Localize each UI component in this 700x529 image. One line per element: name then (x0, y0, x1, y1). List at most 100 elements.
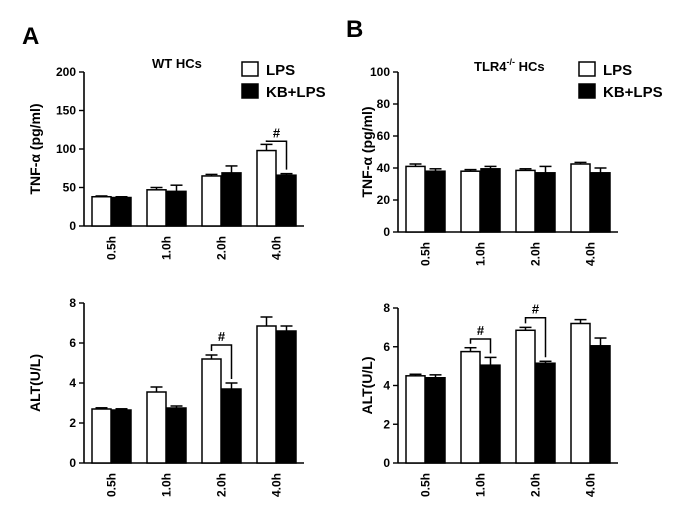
legend-swatch (578, 61, 596, 77)
bar-kb-lps (425, 170, 446, 233)
significance-mark: # (532, 302, 540, 317)
bar-kb-lps (111, 409, 132, 464)
y-tick-label: 4 (69, 376, 76, 390)
x-tick-label: 2.0h (215, 236, 229, 260)
y-axis-title: ALT(U/L) (359, 356, 375, 414)
y-axis-title: ALT(U/L) (27, 354, 43, 412)
x-tick-label: 2.0h (529, 242, 543, 266)
y-tick-label: 100 (370, 65, 390, 79)
significance-mark: # (218, 329, 226, 344)
chart-title-suffix: HCs (515, 59, 545, 74)
y-tick-label: 0 (383, 456, 390, 470)
chart-title: TLR4-/- HCs (474, 57, 545, 74)
chart-A-bottom: 0 2 4 6 8 ALT(U/L) 0.5h 1.0h 2.0h 4.0h # (27, 296, 304, 497)
x-tick-label: 1.0h (474, 242, 488, 266)
significance-mark: # (477, 323, 485, 338)
y-tick-label: 60 (377, 129, 391, 143)
legend-swatch (241, 61, 259, 77)
chart-B-bottom: 0 2 4 6 8 ALT(U/L) 0.5h 1.0h 2.0h 4.0h # # (359, 301, 618, 497)
bar-lps (515, 169, 536, 233)
y-tick-label: 40 (377, 161, 391, 175)
y-tick-label: 6 (69, 336, 76, 350)
bar-kb-lps (535, 362, 556, 464)
bar-kb-lps (276, 330, 297, 464)
x-tick-label: 1.0h (160, 236, 174, 260)
legend-swatch (578, 83, 596, 99)
x-tick-label: 0.5h (419, 473, 433, 497)
y-tick-label: 50 (63, 181, 77, 195)
y-tick-label: 4 (383, 379, 390, 393)
x-tick-label: 4.0h (270, 236, 284, 260)
bar-lps (146, 391, 167, 464)
x-tick-label: 4.0h (584, 473, 598, 497)
chart-title-main: WT HCs (152, 56, 202, 71)
legend-label: KB+LPS (266, 84, 326, 101)
y-tick-label: 8 (69, 296, 76, 310)
bar-kb-lps (221, 172, 242, 227)
panel-label-a: A (22, 23, 39, 50)
bar-kb-lps (425, 377, 446, 464)
significance-bracket (524, 316, 547, 358)
x-tick-label: 2.0h (215, 473, 229, 497)
x-tick-label: 1.0h (474, 473, 488, 497)
x-tick-label: 1.0h (160, 473, 174, 497)
y-tick-label: 150 (56, 104, 76, 118)
y-tick-label: 2 (69, 416, 76, 430)
bar-lps (91, 408, 112, 464)
bar-lps (201, 175, 222, 227)
y-tick-label: 0 (69, 219, 76, 233)
bar-lps (256, 149, 277, 227)
bar-lps (570, 163, 591, 233)
x-tick-label: 0.5h (105, 473, 119, 497)
y-tick-label: 20 (377, 193, 391, 207)
x-tick-label: 2.0h (529, 473, 543, 497)
bar-lps (256, 325, 277, 464)
y-tick-label: 6 (383, 340, 390, 354)
bar-kb-lps (590, 172, 611, 233)
legend-swatch (241, 83, 259, 99)
y-tick-label: 0 (69, 456, 76, 470)
x-tick-label: 0.5h (105, 236, 119, 260)
bar-kb-lps (166, 407, 187, 464)
legend-label: KB+LPS (603, 84, 663, 101)
bar-kb-lps (535, 172, 556, 233)
bar-lps (405, 375, 426, 464)
significance-bracket (469, 338, 492, 354)
bar-lps (460, 350, 481, 464)
y-tick-label: 8 (383, 301, 390, 315)
bar-lps (570, 322, 591, 464)
bar-lps (460, 170, 481, 233)
y-tick-label: 200 (56, 65, 76, 79)
chart-B-top: 0 20 40 60 80 100 TNF-α (pg/ml) 0.5h 1.0h 2.0h 4.0… (359, 57, 663, 266)
bar-lps (405, 165, 426, 233)
x-tick-label: 4.0h (270, 473, 284, 497)
significance-bracket (265, 140, 288, 170)
chart-title-main: TLR4 (474, 59, 507, 74)
bar-lps (201, 358, 222, 464)
bar-lps (91, 195, 112, 227)
bar-kb-lps (111, 196, 132, 227)
panel-label-b: B (346, 16, 363, 43)
chart-title: WT HCs (152, 56, 202, 71)
significance-mark: # (273, 125, 281, 140)
bar-kb-lps (590, 345, 611, 464)
chart-A-top: 0 50 100 150 200 TNF-α (pg/ml) 0.5h 1.0h 2.0h 4.0… (27, 56, 326, 260)
significance-bracket (210, 344, 233, 379)
chart-title-superscript: -/- (507, 57, 516, 67)
legend-label: LPS (603, 62, 632, 79)
y-tick-label: 2 (383, 417, 390, 431)
bar-kb-lps (276, 174, 297, 227)
bar-lps (146, 189, 167, 227)
y-axis-title: TNF-α (pg/ml) (27, 103, 43, 194)
bar-kb-lps (480, 168, 501, 233)
y-tick-label: 80 (377, 97, 391, 111)
bar-kb-lps (221, 388, 242, 464)
x-tick-label: 0.5h (419, 242, 433, 266)
x-tick-label: 4.0h (584, 242, 598, 266)
bar-kb-lps (166, 190, 187, 227)
bar-kb-lps (480, 364, 501, 464)
legend-label: LPS (266, 62, 295, 79)
bar-lps (515, 329, 536, 464)
